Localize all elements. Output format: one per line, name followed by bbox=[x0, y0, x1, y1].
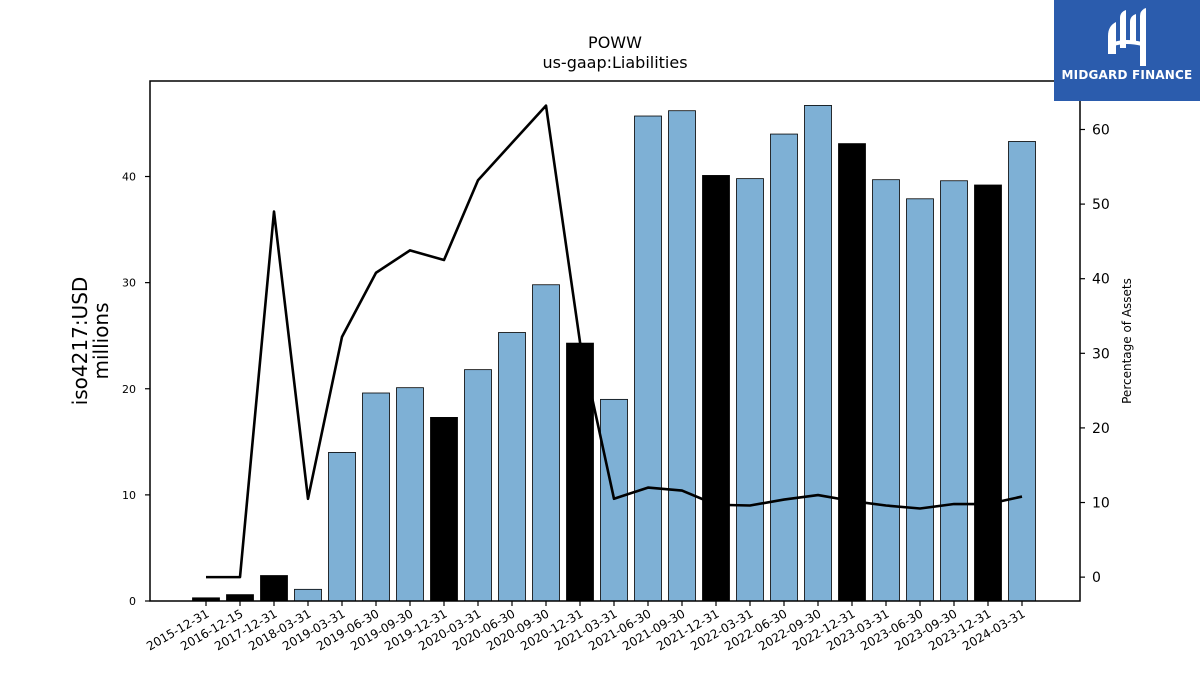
right-tick-label: 30 bbox=[1092, 346, 1110, 362]
bar-2019-09-30 bbox=[396, 387, 424, 602]
bar-2021-06-30 bbox=[634, 115, 662, 602]
left-tick-label: 0 bbox=[129, 595, 136, 608]
logo-text: MIDGARD FINANCE bbox=[1061, 68, 1193, 82]
plot-frame bbox=[149, 80, 1081, 602]
right-tick-label: 10 bbox=[1092, 496, 1110, 512]
bar-2021-03-31 bbox=[600, 398, 628, 602]
bar-2021-12-31 bbox=[702, 175, 730, 602]
midgard-finance-logo: MIDGARD FINANCE bbox=[1054, 0, 1200, 101]
chart-subtitle: us-gaap:Liabilities bbox=[542, 53, 687, 72]
left-tick-label: 40 bbox=[122, 171, 136, 184]
bar-2021-09-30 bbox=[668, 110, 696, 602]
bar-2019-12-31 bbox=[430, 417, 458, 602]
bar-2022-06-30 bbox=[770, 133, 798, 602]
right-tick-label: 50 bbox=[1092, 197, 1110, 213]
y2-axis-label: Percentage of Assets bbox=[1120, 278, 1134, 404]
bar-2020-03-31 bbox=[464, 369, 492, 602]
right-tick-label: 0 bbox=[1092, 570, 1101, 586]
bar-2022-12-31 bbox=[838, 143, 866, 602]
left-tick-label: 20 bbox=[122, 383, 136, 396]
pct-assets-line bbox=[206, 104, 1023, 579]
midgard-logo-icon bbox=[1108, 8, 1146, 66]
chart-title: POWW bbox=[588, 33, 642, 52]
left-tick-label: 10 bbox=[122, 489, 136, 502]
bar-2020-06-30 bbox=[498, 332, 526, 602]
bar-2019-06-30 bbox=[362, 392, 390, 602]
bar-2019-03-31 bbox=[328, 452, 356, 602]
bar-2017-12-31 bbox=[260, 575, 288, 602]
right-tick-label: 20 bbox=[1092, 421, 1110, 437]
bar-2018-03-31 bbox=[294, 588, 322, 602]
bar-2022-09-30 bbox=[804, 105, 832, 602]
bar-2023-12-31 bbox=[974, 184, 1002, 602]
bar-2020-09-30 bbox=[532, 284, 560, 602]
right-axis: 0 10 20 30 40 50 60 bbox=[1080, 122, 1110, 586]
bar-2023-09-30 bbox=[940, 180, 968, 602]
bar-2023-06-30 bbox=[906, 198, 934, 602]
bar-2023-03-31 bbox=[872, 179, 900, 602]
right-tick-label: 60 bbox=[1092, 122, 1110, 138]
y-axis-label-line2: millions bbox=[89, 302, 113, 379]
right-tick-label: 40 bbox=[1092, 272, 1110, 288]
left-axis: 0 10 20 30 40 bbox=[122, 171, 150, 608]
bar-2016-12-15 bbox=[226, 594, 254, 602]
line-layer bbox=[206, 104, 1023, 579]
bars-layer bbox=[192, 105, 1036, 602]
bar-2024-03-31 bbox=[1008, 141, 1036, 602]
y-axis-label-line1: iso4217:USD bbox=[68, 277, 92, 406]
x-axis: 2015-12-312016-12-152017-12-312018-03-31… bbox=[144, 601, 1028, 653]
left-tick-label: 30 bbox=[122, 277, 136, 290]
bar-2022-03-31 bbox=[736, 178, 764, 602]
